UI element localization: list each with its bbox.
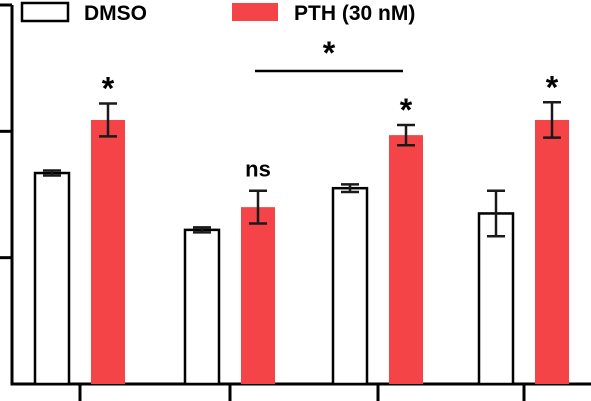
annotations-group: * ns * * * xyxy=(102,35,559,182)
significance-star: * xyxy=(102,71,115,107)
significance-ns: ns xyxy=(245,157,271,182)
bar-pth-2 xyxy=(389,135,423,384)
bar-dmso-0 xyxy=(33,171,71,386)
bar-pth-0 xyxy=(91,119,125,385)
bar-dmso-1 xyxy=(183,228,221,386)
legend-swatch-pth xyxy=(232,3,278,21)
significance-star: * xyxy=(546,69,559,105)
bar-pth-1 xyxy=(241,207,275,384)
significance-star: * xyxy=(400,92,413,128)
bracket-significance-star: * xyxy=(323,35,336,71)
error-bars-group xyxy=(43,101,561,238)
bar-dmso-3 xyxy=(477,212,515,386)
legend-swatch-dmso xyxy=(20,1,70,23)
legend: DMSO PTH (30 nM) xyxy=(20,1,415,25)
legend-label-dmso: DMSO xyxy=(84,2,147,25)
legend-label-pth: PTH (30 nM) xyxy=(294,2,415,25)
bars-group xyxy=(33,119,569,386)
bar-pth-3 xyxy=(535,119,569,385)
bar-dmso-2 xyxy=(331,186,369,386)
